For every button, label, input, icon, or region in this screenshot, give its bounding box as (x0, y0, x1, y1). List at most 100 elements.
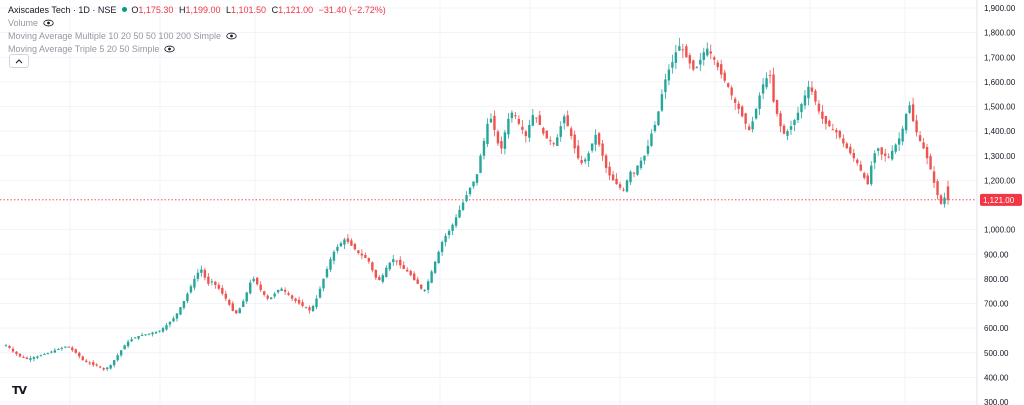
candle (713, 55, 716, 65)
candle (392, 255, 395, 266)
candle-body (636, 165, 639, 175)
candle (517, 115, 521, 126)
candle-body (381, 275, 384, 282)
candle (399, 256, 402, 269)
candle (210, 278, 214, 286)
candle (720, 59, 723, 79)
candle-body (25, 357, 29, 359)
candle (297, 296, 301, 305)
candle (32, 356, 36, 362)
candle (252, 276, 255, 283)
candle (25, 356, 29, 360)
candle (754, 107, 758, 120)
candle-body (378, 277, 381, 281)
candle-body (4, 345, 8, 347)
candle (203, 267, 207, 281)
candle (796, 106, 800, 124)
symbol-title[interactable]: Axiscades Tech · 1D · NSE (8, 4, 117, 15)
candle (590, 143, 594, 153)
candle-body (399, 259, 402, 266)
candle (674, 44, 678, 70)
candle-body (447, 230, 451, 236)
candle-body (57, 349, 60, 351)
candle (727, 82, 730, 89)
indicator-ma-triple[interactable]: Moving Average Triple 5 20 50 Simple (8, 42, 386, 55)
candle-body (765, 78, 768, 88)
candle-body (590, 143, 594, 151)
candle (472, 181, 475, 189)
collapse-legend-button[interactable] (9, 54, 29, 68)
candle-body (674, 52, 678, 63)
candle (880, 146, 883, 161)
candle-body (894, 144, 897, 152)
candle-body (242, 301, 245, 307)
candle (615, 173, 618, 185)
candle (835, 128, 838, 139)
candle (500, 136, 503, 155)
candle (71, 345, 74, 352)
candle (433, 261, 437, 275)
candle (706, 42, 709, 57)
candle (922, 137, 925, 150)
candle (514, 112, 517, 120)
candle (817, 100, 821, 115)
open-value: 1,175.30 (138, 4, 174, 15)
price-axis[interactable]: 1,900.00 1,800.00 1,700.00 1,600.00 1,500.00… (976, 0, 1024, 405)
candle (601, 139, 604, 161)
candle (416, 276, 419, 284)
candle (765, 72, 768, 90)
indicator-volume[interactable]: Volume (8, 16, 386, 29)
candle (231, 301, 234, 312)
candle-body (493, 115, 496, 130)
candle-body (374, 270, 378, 278)
candle-body (112, 360, 116, 366)
candle-body (468, 187, 472, 194)
candle-body (625, 180, 629, 192)
candle-body (845, 143, 849, 149)
candle (381, 273, 384, 284)
tradingview-logo[interactable]: TV (12, 384, 27, 397)
eye-icon[interactable] (226, 32, 237, 40)
candle (221, 285, 224, 296)
eye-icon[interactable] (164, 45, 176, 53)
candle-body (918, 135, 922, 141)
candle-body (409, 271, 412, 276)
candle (294, 297, 297, 304)
candle (256, 277, 259, 286)
candle (367, 257, 371, 264)
candle (570, 126, 573, 140)
candle (576, 140, 580, 160)
eye-icon[interactable] (43, 19, 54, 27)
candle (430, 270, 433, 284)
candle-body (461, 202, 465, 210)
candle-body (151, 332, 154, 335)
candle-body (364, 255, 367, 258)
candle-body (615, 178, 618, 185)
candle-body (440, 241, 444, 253)
candle-body (50, 351, 53, 353)
candle (406, 267, 409, 272)
candle-body (430, 271, 433, 283)
candle (580, 155, 583, 165)
candle (266, 294, 269, 301)
candle (611, 170, 615, 181)
candle (538, 110, 541, 126)
candle (594, 129, 597, 152)
last-price-badge[interactable] (980, 193, 1022, 206)
candle-body (235, 310, 238, 314)
candle (807, 80, 810, 106)
candle-body (210, 281, 214, 283)
candle-body (297, 299, 301, 304)
candle-body (758, 95, 761, 109)
candle-body (500, 141, 503, 149)
candle (779, 111, 782, 133)
candle (140, 332, 144, 337)
candle (821, 104, 824, 125)
candle (151, 331, 154, 337)
candle (353, 242, 357, 251)
candle-body (831, 129, 835, 131)
candle-body (775, 99, 779, 114)
candle-body (67, 346, 70, 348)
indicator-ma-multiple[interactable]: Moving Average Multiple 10 20 50 50 100 … (8, 29, 386, 42)
